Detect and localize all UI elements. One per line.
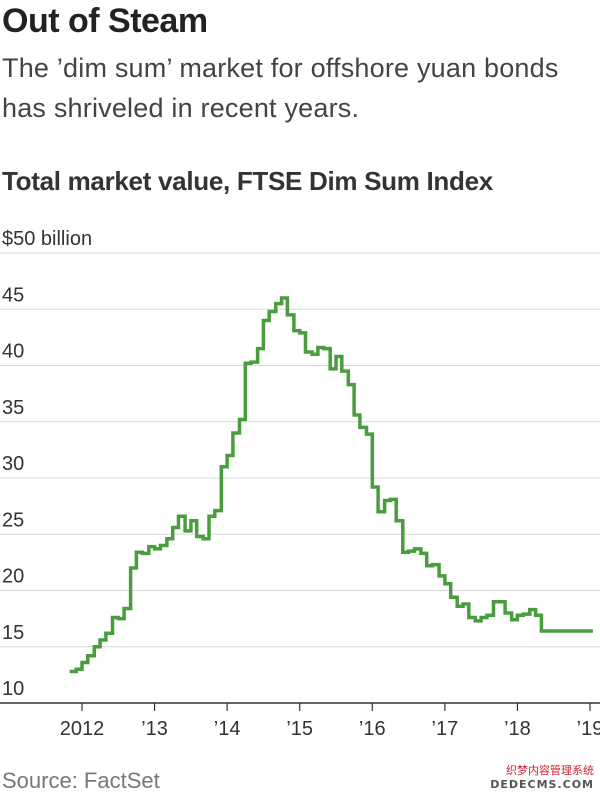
watermark-line2: DEDECMS.COM xyxy=(490,778,594,791)
x-tick-label: ’17 xyxy=(432,718,459,740)
x-tick-label: ’18 xyxy=(504,718,531,740)
y-tick-label: $50 billion xyxy=(2,228,92,250)
x-tick-label: 2012 xyxy=(60,718,105,740)
x-tick-label: ’16 xyxy=(359,718,386,740)
y-tick-label: 15 xyxy=(2,622,24,644)
x-tick-label: ’19 xyxy=(577,718,600,740)
line-chart: 10 15 20 25 30 35 40 45 $50 billion 2012 ’13 ’14 ’15… xyxy=(0,228,600,740)
y-tick-label: 10 xyxy=(2,678,24,700)
y-tick-label: 30 xyxy=(2,453,24,475)
y-tick-label: 45 xyxy=(2,284,24,306)
y-tick-label: 25 xyxy=(2,509,24,531)
page-subtitle: The ’dim sum’ market for offshore yuan b… xyxy=(2,53,559,123)
watermark-line1: 织梦内容管理系统 xyxy=(506,764,594,777)
source-note: Source: FactSet xyxy=(2,768,160,793)
chart-title: Total market value, FTSE Dim Sum Index xyxy=(2,166,493,196)
x-tick-label: ’15 xyxy=(286,718,313,740)
y-tick-label: 35 xyxy=(2,397,24,419)
y-tick-label: 20 xyxy=(2,566,24,588)
x-tick-label: ’14 xyxy=(214,718,241,740)
series-line xyxy=(69,296,593,674)
watermark: 织梦内容管理系统 DEDECMS.COM xyxy=(490,764,594,792)
y-tick-label: 40 xyxy=(2,341,24,363)
x-tick-label: ’13 xyxy=(141,718,168,740)
page-title: Out of Steam xyxy=(2,2,208,40)
